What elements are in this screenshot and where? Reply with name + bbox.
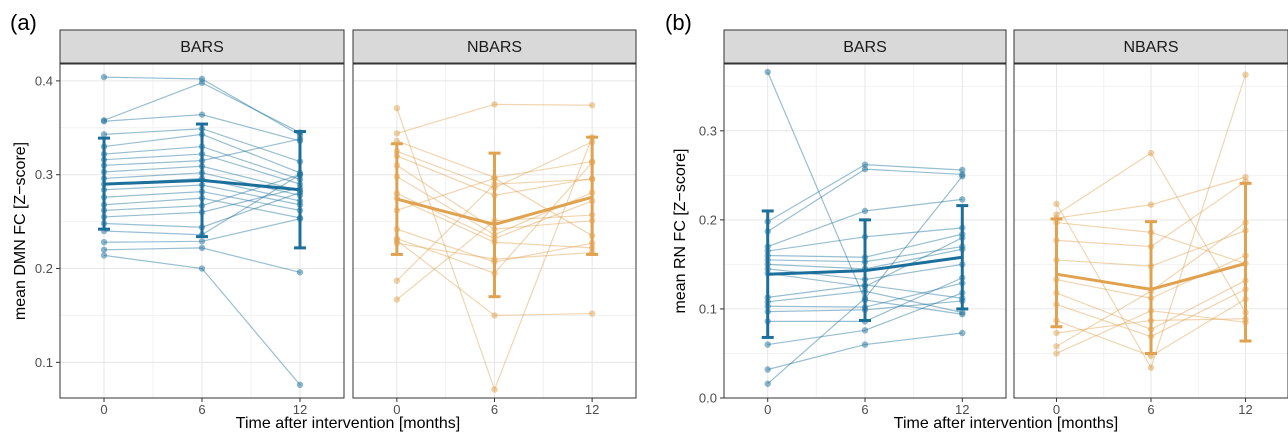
facet-strip-label: NBARS	[467, 39, 522, 56]
subject-point	[861, 327, 869, 334]
facet-nbars: NBARS 0 6 12	[1013, 29, 1288, 417]
subject-point	[1242, 173, 1249, 181]
facet-strip	[1013, 29, 1288, 64]
x-tick-label: 6	[491, 402, 498, 417]
subject-point	[861, 341, 869, 348]
subject-point	[491, 312, 498, 319]
mean-line	[767, 255, 963, 276]
subject-point	[100, 118, 108, 125]
x-tick-label: 12	[1238, 402, 1252, 417]
x-tick-label: 6	[198, 402, 205, 417]
y-tick-label: 0.0	[699, 391, 717, 406]
y-axis-title: mean RN FC [Z−score]	[672, 149, 689, 314]
panel-label: (a)	[10, 10, 37, 35]
subject-point	[100, 73, 108, 81]
subject-point	[959, 309, 966, 316]
subject-point	[959, 166, 966, 174]
facet-strip	[352, 29, 637, 64]
subject-point	[296, 269, 304, 276]
facet-strip	[59, 29, 345, 64]
panel-label: (b)	[665, 10, 692, 35]
x-tick-label: 12	[585, 402, 599, 417]
facet-bars: BARS 0 6 12 0.0 0.1 0.2 0.3	[699, 29, 1007, 417]
subject-point	[1147, 201, 1155, 208]
x-tick-label: 6	[1147, 402, 1154, 417]
subject-point	[100, 246, 108, 253]
subject-point	[861, 161, 869, 168]
subject-point	[491, 101, 498, 108]
x-tick-label: 0	[1053, 402, 1060, 417]
subject-point	[100, 252, 108, 259]
subject-point	[393, 130, 401, 137]
y-tick-label: 0.3	[699, 123, 717, 138]
x-tick-label: 0	[764, 402, 771, 417]
subject-point	[100, 239, 108, 246]
subject-point	[100, 131, 108, 138]
subject-point	[1053, 200, 1060, 208]
y-tick-label: 0.2	[35, 261, 53, 276]
facet-strip-label: NBARS	[1123, 39, 1178, 56]
subject-point	[491, 386, 498, 393]
x-tick-label: 12	[955, 402, 969, 417]
y-tick-label: 0.1	[699, 301, 717, 316]
mean-line	[396, 195, 593, 226]
subject-point	[959, 173, 966, 180]
x-axis-title: Time after intervention [months]	[894, 415, 1118, 432]
subject-point	[861, 207, 869, 215]
facet-strip-label: BARS	[843, 39, 887, 56]
x-axis-title: Time after intervention [months]	[236, 415, 460, 432]
y-axis-title: mean DMN FC [Z−score]	[12, 142, 29, 320]
subject-point	[1053, 350, 1060, 357]
subject-point	[296, 381, 304, 389]
subject-point	[1147, 149, 1155, 157]
subject-point	[764, 380, 771, 387]
subject-point	[198, 238, 206, 245]
y-tick-label: 0.3	[35, 167, 53, 182]
subject-point	[198, 244, 206, 252]
subject-point	[198, 265, 206, 272]
y-tick-label: 0.2	[699, 212, 717, 227]
x-tick-label: 0	[100, 402, 107, 417]
subject-point	[393, 277, 401, 284]
subject-point	[1053, 343, 1060, 350]
subject-point	[588, 310, 596, 317]
x-tick-label: 12	[293, 402, 307, 417]
subject-point	[198, 79, 206, 86]
subject-point	[764, 366, 771, 373]
subject-point	[959, 329, 966, 337]
subject-point	[959, 196, 966, 203]
subject-point	[764, 68, 771, 76]
subject-point	[1147, 364, 1155, 371]
facet-nbars: NBARS 0 6 12	[352, 29, 637, 417]
subject-point	[588, 102, 596, 109]
x-tick-label: 0	[393, 402, 400, 417]
mean-line	[103, 178, 301, 192]
subject-point	[861, 165, 869, 173]
facet-bars: BARS 0 6 12 0.1 0.2 0.3 0.4	[35, 29, 345, 417]
subject-point	[764, 341, 771, 348]
facet-strip-label: BARS	[180, 39, 224, 56]
subject-point	[198, 111, 206, 118]
subject-point	[1242, 71, 1249, 78]
mean-line	[1056, 262, 1246, 291]
subject-point	[393, 104, 401, 112]
facet-strip	[723, 29, 1007, 64]
y-tick-label: 0.4	[35, 73, 53, 88]
x-tick-label: 6	[861, 402, 868, 417]
y-tick-label: 0.1	[35, 355, 53, 370]
subject-point	[393, 296, 401, 303]
subject-point	[1053, 329, 1060, 337]
